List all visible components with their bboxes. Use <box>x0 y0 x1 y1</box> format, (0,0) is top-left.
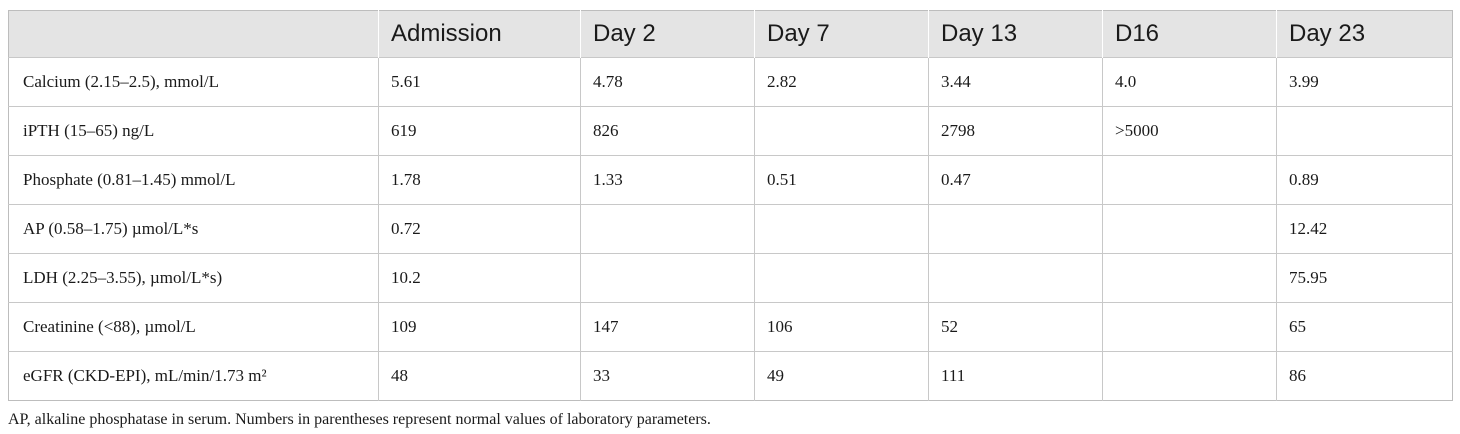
table-cell <box>1102 155 1277 205</box>
table-row: AP (0.58–1.75) µmol/L*s 0.72 12.42 <box>8 204 1453 254</box>
table-container: Admission Day 2 Day 7 Day 13 D16 Day 23 … <box>8 10 1453 429</box>
header-cell-day13: Day 13 <box>928 10 1103 58</box>
table-cell <box>580 204 755 254</box>
header-cell-admission: Admission <box>378 10 581 58</box>
table-row: Creatinine (<88), µmol/L 109 147 106 52 … <box>8 302 1453 352</box>
table-cell: 0.89 <box>1276 155 1453 205</box>
table-cell <box>580 253 755 303</box>
table-cell <box>928 204 1103 254</box>
row-label: AP (0.58–1.75) µmol/L*s <box>8 204 379 254</box>
table-cell: 106 <box>754 302 929 352</box>
table-cell: 2798 <box>928 106 1103 156</box>
table-cell: 147 <box>580 302 755 352</box>
table-cell: 4.78 <box>580 57 755 107</box>
table-cell: 33 <box>580 351 755 401</box>
table-cell: 619 <box>378 106 581 156</box>
table-cell <box>1102 204 1277 254</box>
header-row: Admission Day 2 Day 7 Day 13 D16 Day 23 <box>8 10 1453 58</box>
table-cell: 52 <box>928 302 1103 352</box>
header-cell-day7: Day 7 <box>754 10 929 58</box>
header-cell-parameter <box>8 10 379 58</box>
table-cell <box>1102 351 1277 401</box>
table-row: eGFR (CKD-EPI), mL/min/1.73 m² 48 33 49 … <box>8 351 1453 401</box>
table-cell <box>754 106 929 156</box>
row-label: Creatinine (<88), µmol/L <box>8 302 379 352</box>
table-row: Calcium (2.15–2.5), mmol/L 5.61 4.78 2.8… <box>8 57 1453 107</box>
table-cell: 4.0 <box>1102 57 1277 107</box>
table-cell: 111 <box>928 351 1103 401</box>
table-cell <box>754 204 929 254</box>
table-row: iPTH (15–65) ng/L 619 826 2798 >5000 <box>8 106 1453 156</box>
table-cell: 0.47 <box>928 155 1103 205</box>
header-cell-day2: Day 2 <box>580 10 755 58</box>
header-cell-d16: D16 <box>1102 10 1277 58</box>
row-label: LDH (2.25–3.55), µmol/L*s) <box>8 253 379 303</box>
table-cell: 12.42 <box>1276 204 1453 254</box>
table-cell: >5000 <box>1102 106 1277 156</box>
table-cell: 86 <box>1276 351 1453 401</box>
table-cell: 3.44 <box>928 57 1103 107</box>
table-cell <box>1102 302 1277 352</box>
table-cell: 10.2 <box>378 253 581 303</box>
table-footnote: AP, alkaline phosphatase in serum. Numbe… <box>8 411 711 428</box>
lab-values-table: Admission Day 2 Day 7 Day 13 D16 Day 23 … <box>8 10 1453 401</box>
table-cell: 5.61 <box>378 57 581 107</box>
table-cell: 49 <box>754 351 929 401</box>
table-cell <box>928 253 1103 303</box>
row-label: Calcium (2.15–2.5), mmol/L <box>8 57 379 107</box>
table-cell: 48 <box>378 351 581 401</box>
table-cell: 109 <box>378 302 581 352</box>
row-label: iPTH (15–65) ng/L <box>8 106 379 156</box>
table-cell: 2.82 <box>754 57 929 107</box>
table-cell: 65 <box>1276 302 1453 352</box>
table-cell <box>1276 106 1453 156</box>
row-label: Phosphate (0.81–1.45) mmol/L <box>8 155 379 205</box>
table-cell <box>1102 253 1277 303</box>
table-row: LDH (2.25–3.55), µmol/L*s) 10.2 75.95 <box>8 253 1453 303</box>
table-row: Phosphate (0.81–1.45) mmol/L 1.78 1.33 0… <box>8 155 1453 205</box>
table-cell: 1.33 <box>580 155 755 205</box>
table-cell: 75.95 <box>1276 253 1453 303</box>
row-label: eGFR (CKD-EPI), mL/min/1.73 m² <box>8 351 379 401</box>
table-cell: 826 <box>580 106 755 156</box>
table-cell <box>754 253 929 303</box>
table-cell: 0.72 <box>378 204 581 254</box>
table-cell: 0.51 <box>754 155 929 205</box>
header-cell-day23: Day 23 <box>1276 10 1453 58</box>
table-cell: 3.99 <box>1276 57 1453 107</box>
table-cell: 1.78 <box>378 155 581 205</box>
